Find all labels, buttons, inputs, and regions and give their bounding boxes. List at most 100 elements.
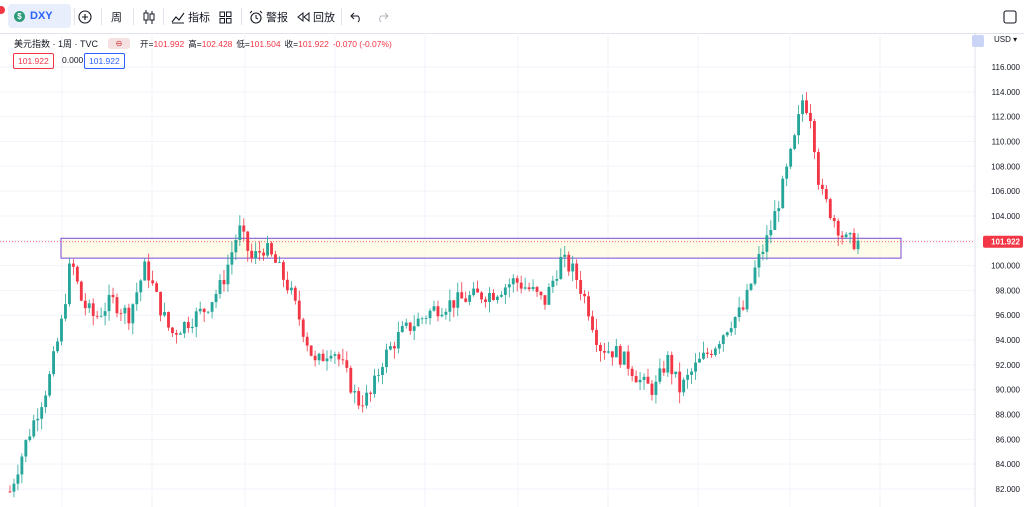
candle-body <box>400 325 404 332</box>
candle-body <box>816 152 820 185</box>
candle-body <box>416 318 420 327</box>
visibility-toggle-icon[interactable]: ⊖ <box>108 38 131 49</box>
support-resistance-zone[interactable] <box>60 237 902 259</box>
candle-body <box>24 440 28 457</box>
candle-body <box>694 362 697 372</box>
candle-body <box>178 333 182 335</box>
candle-body <box>523 287 527 289</box>
candle-body <box>706 352 709 354</box>
candle-body <box>614 346 618 358</box>
candle-body <box>583 293 587 297</box>
candle-body <box>650 383 654 395</box>
candle-body <box>111 294 115 298</box>
candle-body <box>266 243 269 256</box>
price-chart[interactable]: 116.000 114.000 112.000 110.000 108.000 106.0… <box>0 33 1024 507</box>
candle-body <box>539 291 543 296</box>
candle-body <box>56 341 59 352</box>
currency-label: USD <box>994 35 1011 44</box>
low-value: 101.504 <box>249 38 281 49</box>
candle-body <box>12 483 16 492</box>
candle-body <box>757 253 761 268</box>
candle-body <box>369 392 373 394</box>
candle-body <box>305 336 309 346</box>
candle-body <box>452 300 456 308</box>
candle-body <box>210 302 214 312</box>
change-value: -0.070 (-0.07%) <box>332 38 392 49</box>
candle-body <box>392 346 396 349</box>
candle-body <box>444 311 448 315</box>
candle-body <box>345 360 349 368</box>
toolbar-divider <box>133 8 134 25</box>
currency-selector[interactable]: USD ▾ <box>994 35 1018 44</box>
candle-body <box>733 317 737 329</box>
candle-body <box>262 252 266 256</box>
candle-body <box>32 420 36 437</box>
candle-body <box>432 306 436 311</box>
interval-button[interactable]: 周 <box>111 6 122 28</box>
candle-body <box>83 300 87 309</box>
candle-body <box>634 376 638 383</box>
candle-body <box>60 318 63 342</box>
candle-body <box>52 351 55 375</box>
candle-body <box>95 315 99 317</box>
candle-body <box>856 240 860 250</box>
candle-body <box>840 235 844 238</box>
candle-body <box>119 313 123 315</box>
candle-body <box>270 243 273 255</box>
candle-body <box>281 262 285 280</box>
candle-body <box>460 292 464 299</box>
candle-body <box>801 100 804 115</box>
candle-body <box>428 310 432 319</box>
redo-button[interactable] <box>376 6 389 28</box>
candle-body <box>246 231 250 251</box>
notification-dot <box>0 6 5 14</box>
candle-body <box>388 346 392 350</box>
layout-button[interactable] <box>219 6 232 28</box>
indicators-icon <box>171 12 185 24</box>
candle-body <box>182 322 186 334</box>
price-axis[interactable]: 116.000 114.000 112.000 110.000 108.000 106.0… <box>991 63 1020 494</box>
candle-body <box>198 308 202 312</box>
candle-body <box>194 311 198 327</box>
candle-body <box>8 491 12 493</box>
candle-body <box>519 282 523 289</box>
replay-button[interactable]: 回放 <box>296 6 335 28</box>
candle-body <box>377 374 380 376</box>
candle-body <box>789 148 793 167</box>
candle-body <box>103 311 107 316</box>
candle-body <box>571 263 575 272</box>
candle-body <box>595 329 598 346</box>
candle-body <box>468 295 472 302</box>
legend-title: 美元指数 · 1周 · TVC <box>14 39 99 49</box>
candle-body <box>341 359 345 361</box>
candle-body <box>206 311 210 313</box>
candle-body <box>309 345 313 356</box>
undo-button[interactable] <box>350 6 363 28</box>
fullscreen-button[interactable] <box>1003 6 1017 28</box>
candle-body <box>848 233 852 235</box>
chart-settings-button[interactable] <box>972 35 984 47</box>
candle-body <box>285 279 289 291</box>
candle-body <box>824 189 828 200</box>
candle-body <box>16 474 20 484</box>
candle-body <box>373 375 376 394</box>
price-tick-label: 88.000 <box>996 411 1021 420</box>
svg-text:101.922: 101.922 <box>991 238 1020 247</box>
price-tick-label: 100.000 <box>991 262 1020 271</box>
chart-type-button[interactable] <box>142 6 156 28</box>
candle-body <box>606 351 610 353</box>
candle-body <box>844 234 848 238</box>
alerts-label: 警报 <box>266 12 288 24</box>
price-tick-label: 98.000 <box>996 286 1021 295</box>
alerts-button[interactable]: 警报 <box>249 6 288 28</box>
candle-body <box>793 135 797 149</box>
low-label: 低= <box>236 38 250 49</box>
candle-body <box>190 326 194 329</box>
candle-body <box>702 352 705 359</box>
candle-body <box>678 371 682 393</box>
candle-body <box>293 287 297 301</box>
add-symbol-button[interactable] <box>78 6 92 28</box>
indicators-button[interactable]: 指标 <box>171 6 210 28</box>
candle-body <box>171 327 174 334</box>
symbol-search-button[interactable]: $ DXY <box>8 4 71 28</box>
